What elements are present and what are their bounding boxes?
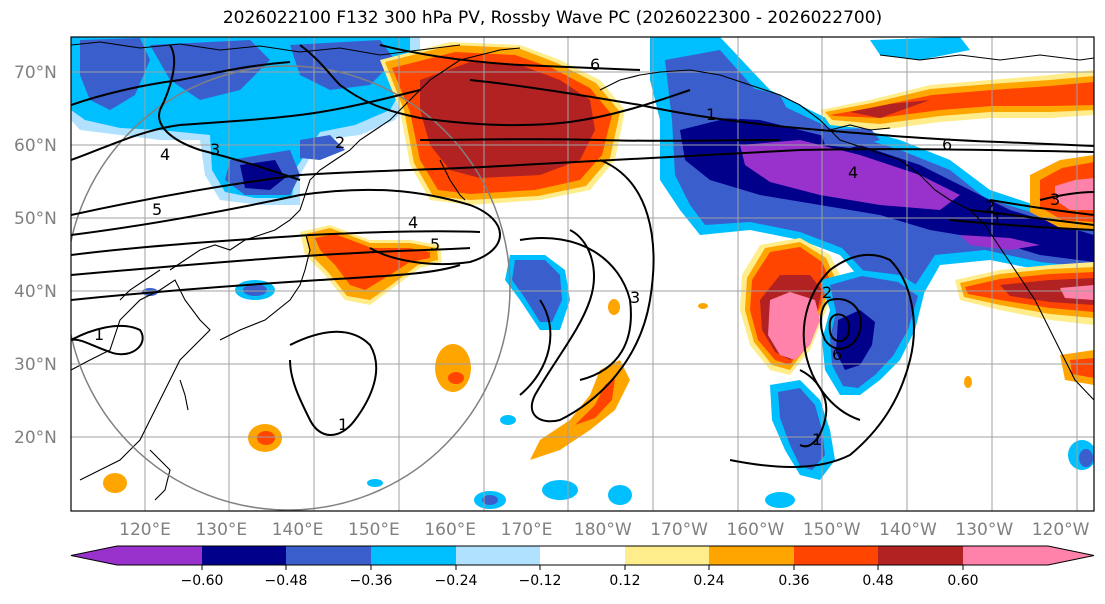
contour-label: 5 [152, 200, 162, 219]
lon-label: 150°E [348, 520, 400, 540]
colorbar-segment [117, 546, 202, 565]
colorbar-extend-min [71, 546, 117, 565]
colorbar-segment [963, 546, 1048, 565]
lon-label: 120°E [119, 520, 171, 540]
lon-label: 150°W [803, 520, 861, 540]
contour-label: 5 [430, 235, 440, 254]
lat-label: 30°N [14, 355, 57, 375]
lat-label: 20°N [14, 428, 57, 448]
colorbar-tick-label: −0.12 [519, 573, 562, 589]
contour-label: 2 [822, 283, 832, 302]
lon-label: 180°W [574, 520, 632, 540]
contour-label: 3 [1050, 190, 1060, 209]
plot-frame [70, 36, 1095, 512]
colorbar-tick-label: −0.48 [265, 573, 308, 589]
lat-label: 60°N [14, 136, 57, 156]
colorbar-extend-max [1048, 546, 1094, 565]
colorbar-outline [70, 545, 1095, 566]
contour-label: 1 [992, 210, 1002, 229]
contour-label: 4 [848, 163, 858, 182]
colorbar-tick-label: 0.60 [947, 573, 978, 589]
contour-label: 6 [832, 345, 842, 364]
contour-label: 1 [812, 430, 822, 449]
longitude-labels: 120°E 130°E 140°E 150°E 160°E 170°E 180°… [119, 520, 1090, 540]
colorbar-tick-label: 0.24 [693, 573, 724, 589]
colorbar-segment [456, 546, 540, 565]
contour-label: 3 [210, 140, 220, 159]
lon-label: 170°E [501, 520, 553, 540]
lon-label: 130°E [195, 520, 247, 540]
contour-label: 1 [338, 415, 348, 434]
colorbar: −0.60 −0.48 −0.36 −0.24 −0.12 0.12 0.24 0.36 0.4… [70, 545, 1095, 589]
lon-label: 140°E [272, 520, 324, 540]
latitude-labels: 70°N 60°N 50°N 40°N 30°N 20°N [14, 63, 57, 448]
colorbar-segment [625, 546, 709, 565]
lat-label: 50°N [14, 209, 57, 229]
contour-label: 2 [985, 197, 995, 216]
contour-lines [71, 44, 1094, 468]
colorbar-tick-label: −0.60 [181, 573, 224, 589]
colorbar-tick-label: 0.36 [778, 573, 809, 589]
colorbar-segment [540, 546, 625, 565]
coastlines [71, 41, 1094, 501]
lon-label: 170°W [650, 520, 708, 540]
colorbar-segment [709, 546, 794, 565]
contour-label: 4 [160, 145, 170, 164]
colorbar-segment [794, 546, 878, 565]
colorbar-segment [371, 546, 456, 565]
colorbar-tick-label: −0.36 [350, 573, 393, 589]
lon-label: 160°E [424, 520, 476, 540]
contour-label: 6 [590, 55, 600, 74]
lat-label: 70°N [14, 63, 57, 83]
colorbar-tick-label: 0.12 [609, 573, 640, 589]
contour-label-group: 6 3 2 4 5 1 4 5 3 1 6 4 2 1 3 2 6 1 1 [94, 55, 1060, 449]
lon-label: 140°W [879, 520, 937, 540]
colorbar-tick-label: −0.24 [435, 573, 478, 589]
contour-label: 1 [706, 105, 716, 124]
great-circle [71, 65, 511, 511]
lon-label: 160°W [727, 520, 785, 540]
lon-label: 130°W [955, 520, 1013, 540]
colorbar-segment [202, 546, 286, 565]
contour-label: 6 [942, 135, 952, 154]
colorbar-tick-label: 0.48 [862, 573, 893, 589]
lon-label: 120°W [1032, 520, 1090, 540]
colorbar-segment [878, 546, 963, 565]
contour-label: 1 [94, 325, 104, 344]
pv-anomaly-fill [71, 37, 1094, 509]
contour-label: 3 [630, 288, 640, 307]
lat-label: 40°N [14, 282, 57, 302]
colorbar-segment [286, 546, 371, 565]
map-title: 2026022100 F132 300 hPa PV, Rossby Wave … [222, 8, 883, 28]
contour-label: 4 [408, 213, 418, 232]
contour-label: 2 [335, 133, 345, 152]
graticule [71, 37, 1094, 511]
